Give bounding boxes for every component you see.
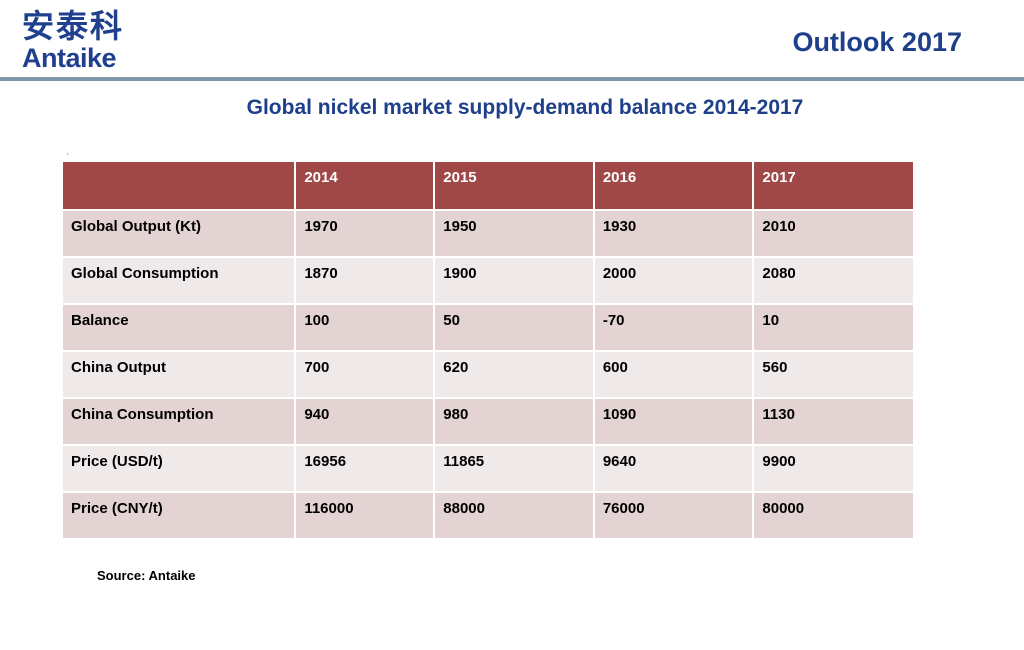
table-cell: 1930 [592,209,755,258]
table-cell: 2000 [592,256,755,305]
table-cell: 620 [433,350,595,399]
table-cell: 76000 [592,491,755,540]
row-label-cell: Global Consumption [60,256,297,305]
table-cell: 2010 [752,209,915,258]
table-cell: 600 [592,350,755,399]
table-cell: 80000 [752,491,915,540]
table-row: Price (USD/t) 16956 11865 9640 9900 [60,444,915,493]
table-cell: 88000 [433,491,595,540]
header-cell: 2016 [592,160,755,211]
slide-title: Global nickel market supply-demand balan… [246,96,804,119]
table-cell: 9900 [752,444,915,493]
row-label-cell: Global Output (Kt) [60,209,297,258]
table-cell: 980 [433,397,595,446]
table-cell: 10 [752,303,915,352]
table-header-row: 2014 2015 2016 2017 [60,160,915,211]
row-label-cell: Price (USD/t) [60,444,297,493]
logo-chinese-text: 安泰科 [22,7,125,45]
table-cell: 2080 [752,256,915,305]
table-row: Global Consumption 1870 1900 2000 2080 [60,256,915,305]
table-cell: 1130 [752,397,915,446]
table-row: Price (CNY/t) 116000 88000 76000 80000 [60,491,915,540]
header-title: Outlook 2017 [792,27,962,57]
table-cell: 11865 [433,444,595,493]
row-label-cell: Price (CNY/t) [60,491,297,540]
header-cell: 2015 [433,160,595,211]
antaike-logo: 安泰科 Antaike [22,8,162,72]
nickel-balance-table: 2014 2015 2016 2017 Global Output (Kt) 1… [60,160,915,540]
table-cell: 1090 [592,397,755,446]
table-cell: 50 [433,303,595,352]
table-cell: 1950 [433,209,595,258]
source-note: Source: Antaike [97,568,196,583]
header-cell: 2014 [294,160,436,211]
header-cell [60,160,297,211]
table-cell: 1900 [433,256,595,305]
table-row: China Output 700 620 600 560 [60,350,915,399]
table-row: Global Output (Kt) 1970 1950 1930 2010 [60,209,915,258]
table-cell: 560 [752,350,915,399]
table-cell: -70 [592,303,755,352]
header-divider [0,77,1024,81]
table-cell: 116000 [294,491,436,540]
table-cell: 9640 [592,444,755,493]
table-cell: 1970 [294,209,436,258]
corner-mark: ` [66,153,70,164]
table-row: China Consumption 940 980 1090 1130 [60,397,915,446]
table-row: Balance 100 50 -70 10 [60,303,915,352]
table-cell: 100 [294,303,436,352]
table-cell: 1870 [294,256,436,305]
row-label-cell: China Output [60,350,297,399]
table-cell: 16956 [294,444,436,493]
table-cell: 700 [294,350,436,399]
row-label-cell: China Consumption [60,397,297,446]
row-label-cell: Balance [60,303,297,352]
table-cell: 940 [294,397,436,446]
logo-english-text: Antaike [22,43,117,73]
header-cell: 2017 [752,160,915,211]
